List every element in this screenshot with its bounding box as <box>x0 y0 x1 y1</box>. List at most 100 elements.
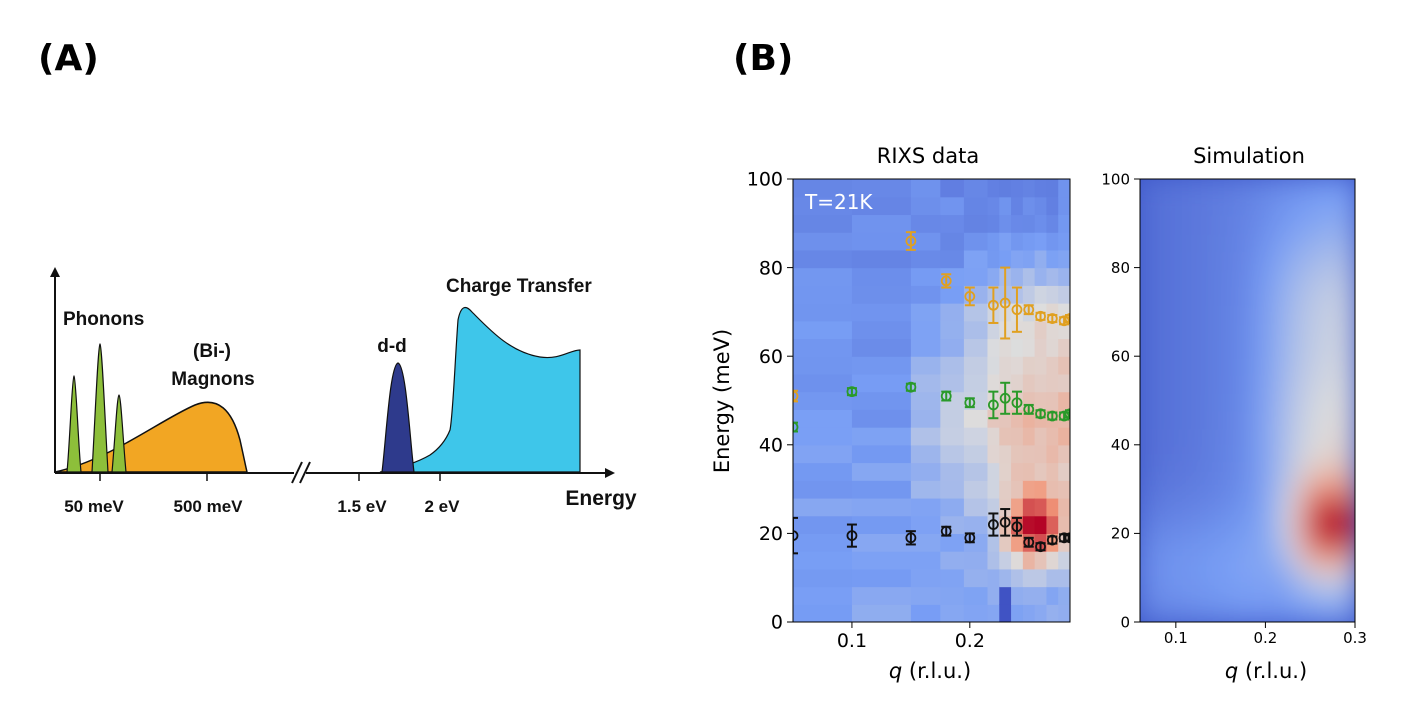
sim-heatmap-cell <box>1299 549 1322 571</box>
rixs-heatmap-cell <box>910 391 941 410</box>
rixs-heatmap-cell <box>793 444 853 464</box>
rixs-heatmap-cell <box>1046 497 1059 517</box>
sim-heatmap-cell <box>1335 566 1355 589</box>
rixs-data-point <box>1046 534 1058 546</box>
sim-heatmap-cell <box>1299 602 1322 622</box>
sim-heatmap-cell <box>1218 531 1250 554</box>
rixs-data-point <box>964 290 976 302</box>
rixs-heatmap-cell <box>1046 196 1059 216</box>
phonons-label: Phonons <box>63 309 144 330</box>
rixs-heatmap-cell <box>793 568 853 588</box>
rixs-x-tick-label: 0.1 <box>837 630 867 652</box>
rixs-y-tick-label: 40 <box>759 434 783 456</box>
rixs-heatmap-cell <box>793 586 853 605</box>
sim-heatmap-cell <box>1299 212 1322 235</box>
rixs-heatmap-cell <box>963 303 989 322</box>
rixs-heatmap-cell <box>1022 373 1036 393</box>
sim-heatmap-cell <box>1245 194 1268 217</box>
rixs-heatmap-cell <box>987 232 1000 251</box>
rixs-heatmap-cell <box>987 338 1000 357</box>
sim-heatmap-cell <box>1263 354 1286 376</box>
sim-heatmap-cell <box>1191 265 1223 288</box>
rixs-heatmap <box>793 179 1070 622</box>
sim-heatmap-cell <box>1164 354 1196 376</box>
panel-b-letter: (B) <box>733 38 794 79</box>
sim-heatmap-cell <box>1140 584 1169 607</box>
sim-heatmap-cell <box>1245 371 1268 394</box>
rixs-heatmap-cell <box>987 214 1000 233</box>
rixs-heatmap-cell <box>1034 285 1048 304</box>
rixs-heatmap-cell <box>851 196 912 216</box>
sim-heatmap-cell <box>1335 531 1355 554</box>
rixs-heatmap-cell <box>940 179 965 198</box>
sim-heatmap-cell <box>1263 301 1286 323</box>
sim-heatmap-cell <box>1263 513 1286 536</box>
rixs-heatmap-cell <box>940 497 965 517</box>
sim-heatmap-cell <box>1140 513 1169 536</box>
rixs-heatmap-cell <box>1022 320 1036 340</box>
rixs-heatmap-cell <box>987 462 1000 481</box>
rixs-heatmap-cell <box>1034 391 1048 410</box>
rixs-heatmap-cell <box>1022 338 1036 357</box>
sim-heatmap-cell <box>1299 513 1322 536</box>
rixs-heatmap-cell <box>793 338 853 357</box>
rixs-heatmap-cell <box>1022 267 1036 286</box>
rixs-heatmap-cell <box>999 568 1012 588</box>
sim-heatmap-cell <box>1263 371 1286 394</box>
rixs-heatmap-cell <box>1011 462 1024 481</box>
rixs-heatmap-cell <box>963 444 989 464</box>
sim-heatmap-cell <box>1317 336 1340 359</box>
rixs-heatmap-cell <box>1046 373 1059 393</box>
rixs-heatmap-cell <box>1034 196 1048 216</box>
sim-heatmap-cell <box>1263 566 1286 589</box>
sim-heatmap-cell <box>1245 389 1268 412</box>
rixs-heatmap-cell <box>1022 480 1036 499</box>
sim-heatmap-cell <box>1245 336 1268 359</box>
sim-heatmap-cell <box>1299 283 1322 306</box>
rixs-heatmap-cell <box>851 533 912 552</box>
sim-heatmap-cell <box>1245 212 1268 235</box>
sim-heatmap-cell <box>1164 265 1196 288</box>
rixs-heatmap-cell <box>793 480 853 499</box>
sim-heatmap-cell <box>1218 602 1250 622</box>
sim-y-tick-label: 40 <box>1111 436 1130 454</box>
rixs-data-point <box>940 525 952 537</box>
sim-heatmap-cell <box>1263 531 1286 554</box>
rixs-heatmap-cell <box>1034 515 1048 534</box>
rixs-heatmap-cell <box>851 515 912 534</box>
rixs-heatmap-cell <box>1022 515 1036 534</box>
rixs-heatmap-cell <box>963 196 989 216</box>
sim-heatmap-cell <box>1263 283 1286 306</box>
rixs-heatmap-cell <box>1058 515 1070 534</box>
dd-peak <box>381 362 415 473</box>
rixs-data-point <box>1058 410 1070 422</box>
sim-heatmap-cell <box>1218 495 1250 518</box>
rixs-heatmap-cell <box>910 515 941 534</box>
sim-heatmap-cell <box>1263 442 1286 465</box>
simulation-frame <box>1139 178 1356 623</box>
sim-heatmap-cell <box>1191 247 1223 270</box>
sim-heatmap-cell <box>1299 265 1322 288</box>
sim-heatmap-cell <box>1263 336 1286 359</box>
sim-heatmap-cell <box>1335 247 1355 270</box>
sim-heatmap-cell <box>1281 495 1304 518</box>
sim-heatmap-cell <box>1263 265 1286 288</box>
sim-heatmap-cell <box>1281 371 1304 394</box>
sim-heatmap-cell <box>1140 247 1169 270</box>
sim-heatmap-cell <box>1317 354 1340 376</box>
rixs-y-tick-label: 80 <box>759 257 783 279</box>
tick-label-50mev: 50 meV <box>64 497 124 516</box>
rixs-heatmap-cell <box>1046 480 1059 499</box>
sim-heatmap-cell <box>1281 301 1304 323</box>
rixs-heatmap-cell <box>999 586 1012 605</box>
rixs-data-point <box>999 297 1011 309</box>
sim-heatmap-cell <box>1335 584 1355 607</box>
sim-heatmap-cell <box>1245 442 1268 465</box>
rixs-heatmap-cell <box>963 356 989 375</box>
sim-heatmap-cell <box>1299 584 1322 607</box>
rixs-heatmap-cell <box>1034 232 1048 251</box>
sim-heatmap-cell <box>1218 336 1250 359</box>
tick-label-500mev: 500 meV <box>174 497 244 516</box>
rixs-heatmap-cell <box>1034 551 1048 570</box>
sim-heatmap-cell <box>1218 354 1250 376</box>
